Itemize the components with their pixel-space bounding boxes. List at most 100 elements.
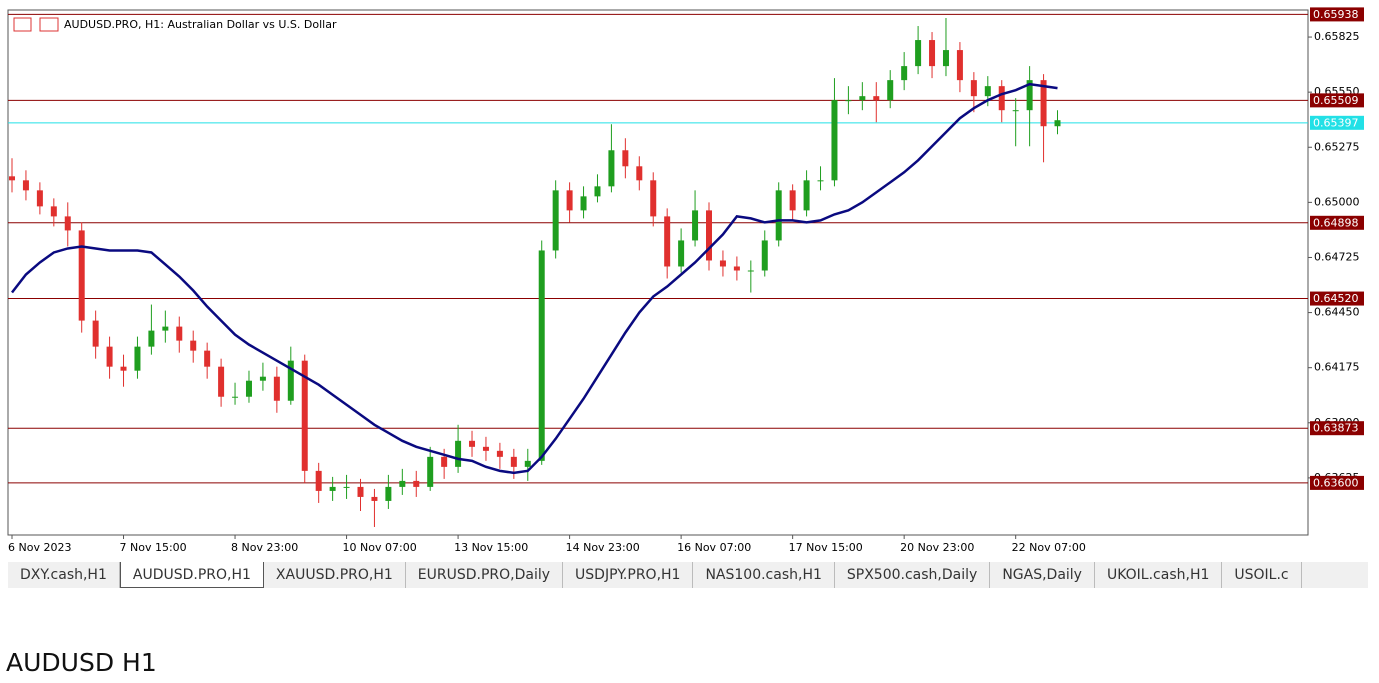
x-tick-label: 22 Nov 07:00 — [1012, 541, 1086, 554]
chart: AUDUSD.PRO, H1: Australian Dollar vs U.S… — [7, 7, 1364, 554]
candle-body — [789, 190, 796, 211]
candle-body — [371, 496, 378, 501]
y-tick-label: 0.64450 — [1314, 306, 1360, 319]
candle-body — [859, 96, 866, 101]
candle-body — [190, 340, 197, 351]
x-tick-label: 17 Nov 15:00 — [789, 541, 863, 554]
level-label: 0.65938 — [1313, 8, 1359, 21]
tab[interactable]: NGAS,Daily — [990, 562, 1095, 588]
moving-average — [11, 82, 1058, 475]
tab-bar: DXY.cash,H1 AUDUSD.PRO,H1 XAUUSD.PRO,H1 EUR… — [8, 562, 1368, 588]
candle-body — [678, 240, 685, 267]
candle-body — [915, 40, 922, 67]
level-label: 0.65509 — [1313, 94, 1359, 107]
caption: AUDUSD H1 — [6, 648, 157, 677]
candle-body — [482, 446, 489, 451]
level-label-box — [1310, 421, 1364, 436]
tab[interactable]: SPX500.cash,Daily — [835, 562, 991, 588]
x-tick-label: 13 Nov 15:00 — [454, 541, 528, 554]
level-label-box — [1310, 93, 1364, 108]
candle-body — [706, 210, 712, 261]
x-tick-label: 8 Nov 23:00 — [231, 541, 298, 554]
x-tick-label: 7 Nov 15:00 — [120, 541, 187, 554]
candle-body — [845, 100, 852, 102]
candle-body — [580, 196, 587, 211]
tab[interactable]: DXY.cash,H1 — [8, 562, 120, 588]
candle-body — [538, 250, 545, 461]
candle-body — [1040, 80, 1047, 127]
candle-body — [524, 460, 531, 467]
candle-body — [441, 456, 448, 467]
level-label: 0.64520 — [1313, 292, 1359, 305]
candle-body — [50, 206, 57, 217]
candle-body — [134, 346, 141, 371]
candle-body — [106, 346, 113, 367]
x-tick-label: 10 Nov 07:00 — [343, 541, 417, 554]
candle-body — [1026, 80, 1033, 111]
candle-body — [78, 230, 85, 321]
candle-body — [385, 486, 392, 501]
candle-body — [817, 180, 824, 182]
level-label-box — [1310, 215, 1364, 230]
level-label-box — [1310, 475, 1364, 490]
candle-body — [566, 190, 573, 211]
candle-body — [803, 180, 810, 211]
candle-body — [929, 40, 936, 67]
candle-body — [36, 190, 43, 207]
candle-body — [901, 66, 908, 81]
tab[interactable]: XAUUSD.PRO,H1 — [264, 562, 406, 588]
x-tick-label: 6 Nov 2023 — [8, 541, 71, 554]
y-tick-label: 0.65825 — [1314, 30, 1360, 43]
candle-body — [552, 190, 559, 251]
candle-body — [120, 366, 127, 371]
candle-body — [315, 470, 322, 491]
tab[interactable]: UKOIL.cash,H1 — [1095, 562, 1223, 588]
tab[interactable]: NAS100.cash,H1 — [693, 562, 835, 588]
candle-body — [92, 320, 99, 347]
candle-body — [1012, 110, 1019, 112]
candle-body — [427, 456, 434, 487]
x-tick-label: 16 Nov 07:00 — [677, 541, 751, 554]
candle-body — [873, 96, 880, 101]
candle-body — [232, 396, 239, 398]
y-tick-label: 0.65000 — [1314, 195, 1360, 208]
level-label-box — [1310, 7, 1364, 22]
candle-body — [162, 326, 169, 331]
tab[interactable]: USDJPY.PRO,H1 — [563, 562, 694, 588]
candle-body — [301, 360, 308, 471]
candle-body — [1054, 120, 1061, 127]
tab[interactable]: EURUSD.PRO,Daily — [406, 562, 564, 588]
level-label: 0.63600 — [1313, 476, 1359, 489]
candle-body — [887, 80, 894, 101]
candle-body — [747, 270, 754, 272]
candle-body — [942, 50, 949, 67]
candle-body — [831, 100, 838, 181]
x-tick-label: 14 Nov 23:00 — [566, 541, 640, 554]
candle-body — [692, 210, 699, 241]
candle-body — [469, 440, 476, 447]
level-label-box — [1310, 115, 1364, 130]
chart-title: AUDUSD.PRO, H1: Australian Dollar vs U.S… — [64, 18, 337, 31]
candle-body — [970, 80, 977, 97]
level-label: 0.64898 — [1313, 216, 1359, 229]
candle-body — [245, 380, 252, 397]
candle-body — [259, 376, 266, 381]
tab[interactable]: USOIL.c — [1222, 562, 1302, 588]
candle-body — [775, 190, 782, 241]
chart-icon — [39, 17, 59, 32]
candle-body — [287, 360, 294, 401]
y-tick-label: 0.65275 — [1314, 140, 1360, 153]
candle-body — [148, 330, 155, 347]
tab[interactable]: AUDUSD.PRO,H1 — [119, 562, 264, 588]
level-label-box — [1310, 291, 1364, 306]
candle-body — [273, 376, 280, 401]
candle-body — [64, 216, 71, 231]
candle-body — [636, 166, 643, 181]
candle-body — [510, 456, 517, 467]
candle-body — [496, 450, 503, 457]
y-tick-label: 0.64175 — [1314, 361, 1360, 374]
candle-body — [204, 350, 211, 367]
plot-frame — [7, 9, 1309, 536]
candle-body — [956, 50, 963, 81]
candle-body — [9, 176, 15, 181]
